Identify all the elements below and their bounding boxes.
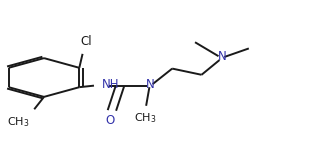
Text: N: N (218, 51, 227, 63)
Text: N: N (146, 78, 155, 91)
Text: CH$_3$: CH$_3$ (7, 115, 29, 129)
Text: CH$_3$: CH$_3$ (134, 111, 157, 125)
Text: O: O (106, 114, 115, 127)
Text: NH: NH (101, 78, 119, 91)
Text: Cl: Cl (80, 35, 92, 48)
